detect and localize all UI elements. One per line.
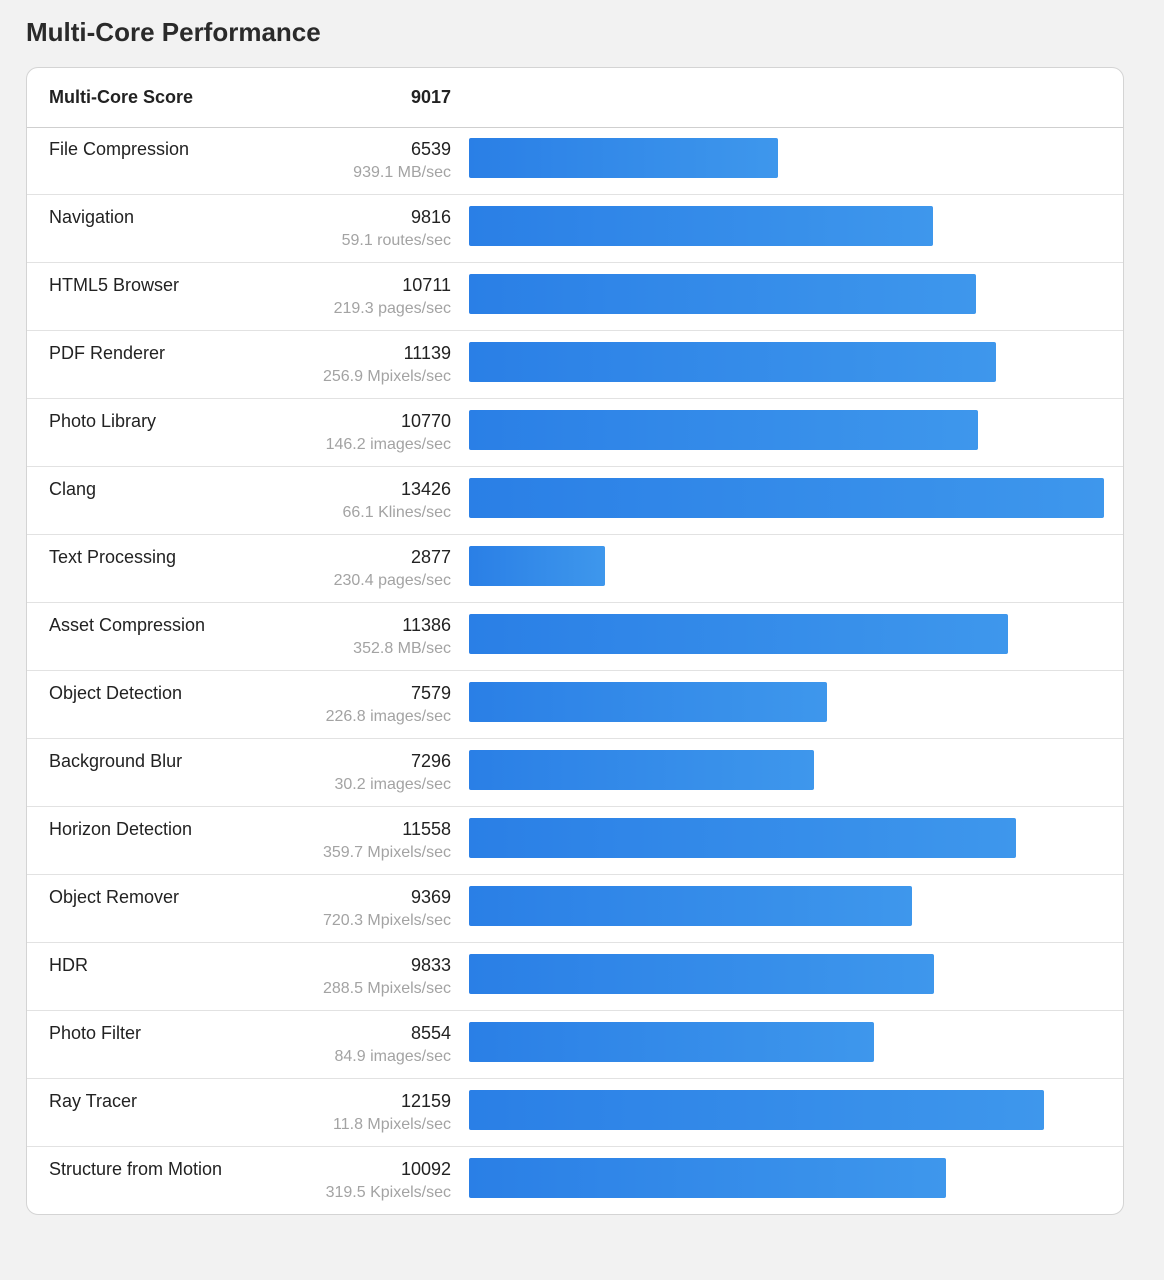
table-row: Object Detection 7579 226.8 images/sec bbox=[27, 671, 1123, 739]
benchmark-name: PDF Renderer bbox=[49, 343, 166, 363]
benchmark-rate: 720.3 Mpixels/sec bbox=[322, 912, 451, 929]
benchmark-rate: 288.5 Mpixels/sec bbox=[322, 980, 451, 997]
benchmark-name: Structure from Motion bbox=[49, 1159, 223, 1179]
benchmark-name: Ray Tracer bbox=[49, 1091, 138, 1111]
benchmark-rate: 84.9 images/sec bbox=[334, 1048, 451, 1065]
benchmark-name: Asset Compression bbox=[49, 615, 206, 635]
benchmark-rate: 230.4 pages/sec bbox=[333, 572, 451, 589]
benchmark-name: HTML5 Browser bbox=[49, 275, 180, 295]
benchmark-card: Multi-Core Score 9017 File Compression 65… bbox=[26, 67, 1124, 1215]
benchmark-rate: 59.1 routes/sec bbox=[341, 232, 451, 249]
table-row: Asset Compression 11386 352.8 MB/sec bbox=[27, 603, 1123, 671]
benchmark-score: 9816 bbox=[410, 207, 451, 227]
benchmark-name: Navigation bbox=[49, 207, 135, 227]
benchmark-rate: 226.8 images/sec bbox=[325, 708, 451, 725]
benchmark-name: Clang bbox=[49, 479, 97, 499]
benchmark-name: Object Detection bbox=[49, 683, 183, 703]
benchmark-bar bbox=[469, 342, 996, 382]
benchmark-score: 10770 bbox=[400, 411, 451, 431]
score-value: 9017 bbox=[410, 87, 451, 107]
benchmark-score: 12159 bbox=[400, 1091, 451, 1111]
benchmark-name: File Compression bbox=[49, 139, 190, 159]
benchmark-name: Background Blur bbox=[49, 751, 183, 771]
table-row: Clang 13426 66.1 Klines/sec bbox=[27, 467, 1123, 535]
table-row: Background Blur 7296 30.2 images/sec bbox=[27, 739, 1123, 807]
table-row: Text Processing 2877 230.4 pages/sec bbox=[27, 535, 1123, 603]
benchmark-rate: 66.1 Klines/sec bbox=[342, 504, 451, 521]
benchmark-bar bbox=[469, 614, 1008, 654]
benchmark-rate: 30.2 images/sec bbox=[334, 776, 451, 793]
score-label: Multi-Core Score bbox=[49, 87, 194, 107]
benchmark-rate: 359.7 Mpixels/sec bbox=[322, 844, 451, 861]
benchmark-bar bbox=[469, 886, 912, 926]
benchmark-name: Text Processing bbox=[49, 547, 177, 567]
benchmark-score: 7296 bbox=[410, 751, 451, 771]
table-row: HDR 9833 288.5 Mpixels/sec bbox=[27, 943, 1123, 1011]
table-row: Horizon Detection 11558 359.7 Mpixels/sec bbox=[27, 807, 1123, 875]
benchmark-name: HDR bbox=[49, 955, 88, 975]
benchmark-bar bbox=[469, 682, 827, 722]
benchmark-bar bbox=[469, 1158, 946, 1198]
benchmark-rate: 11.8 Mpixels/sec bbox=[333, 1116, 451, 1133]
benchmark-bar bbox=[469, 1022, 874, 1062]
multi-core-score-row: Multi-Core Score 9017 bbox=[27, 68, 1123, 128]
table-row: Ray Tracer 12159 11.8 Mpixels/sec bbox=[27, 1079, 1123, 1147]
benchmark-score: 10092 bbox=[400, 1159, 451, 1179]
benchmark-score: 11139 bbox=[403, 343, 451, 363]
benchmark-rate: 352.8 MB/sec bbox=[353, 640, 451, 657]
table-row: Navigation 9816 59.1 routes/sec bbox=[27, 195, 1123, 263]
benchmark-score: 11558 bbox=[402, 819, 451, 839]
benchmark-name: Photo Library bbox=[49, 411, 157, 431]
table-row: HTML5 Browser 10711 219.3 pages/sec bbox=[27, 263, 1123, 331]
benchmark-rate: 146.2 images/sec bbox=[325, 436, 451, 453]
benchmark-name: Photo Filter bbox=[49, 1023, 142, 1043]
benchmark-bar bbox=[469, 818, 1016, 858]
benchmark-bar bbox=[469, 274, 976, 314]
benchmark-score: 8554 bbox=[410, 1023, 451, 1043]
benchmark-score: 6539 bbox=[410, 139, 451, 159]
benchmark-score: 10711 bbox=[402, 275, 451, 295]
benchmark-bar bbox=[469, 1090, 1044, 1130]
benchmark-bar bbox=[469, 546, 605, 586]
benchmark-name: Horizon Detection bbox=[49, 819, 193, 839]
table-row: PDF Renderer 11139 256.9 Mpixels/sec bbox=[27, 331, 1123, 399]
benchmark-bar bbox=[469, 750, 814, 790]
table-row: File Compression 6539 939.1 MB/sec bbox=[27, 127, 1123, 195]
benchmark-name: Object Remover bbox=[49, 887, 180, 907]
benchmark-bar bbox=[469, 478, 1104, 518]
benchmark-rate: 939.1 MB/sec bbox=[353, 164, 451, 181]
benchmark-rate: 319.5 Kpixels/sec bbox=[325, 1184, 451, 1201]
table-row: Photo Filter 8554 84.9 images/sec bbox=[27, 1011, 1123, 1079]
benchmark-bar bbox=[469, 410, 978, 450]
benchmark-score: 9369 bbox=[410, 887, 451, 907]
benchmark-score: 13426 bbox=[400, 479, 451, 499]
table-row: Structure from Motion 10092 319.5 Kpixels/… bbox=[27, 1147, 1123, 1214]
benchmark-bar bbox=[469, 138, 778, 178]
table-row: Object Remover 9369 720.3 Mpixels/sec bbox=[27, 875, 1123, 943]
benchmark-score: 9833 bbox=[410, 955, 451, 975]
benchmark-rate: 219.3 pages/sec bbox=[333, 300, 451, 317]
benchmark-rate: 256.9 Mpixels/sec bbox=[322, 368, 451, 385]
benchmark-score: 2877 bbox=[410, 547, 451, 567]
table-row: Photo Library 10770 146.2 images/sec bbox=[27, 399, 1123, 467]
page-title: Multi-Core Performance bbox=[26, 17, 321, 47]
benchmark-bar bbox=[469, 954, 934, 994]
benchmark-score: 7579 bbox=[410, 683, 451, 703]
benchmark-score: 11386 bbox=[402, 615, 451, 635]
benchmark-bar bbox=[469, 206, 933, 246]
